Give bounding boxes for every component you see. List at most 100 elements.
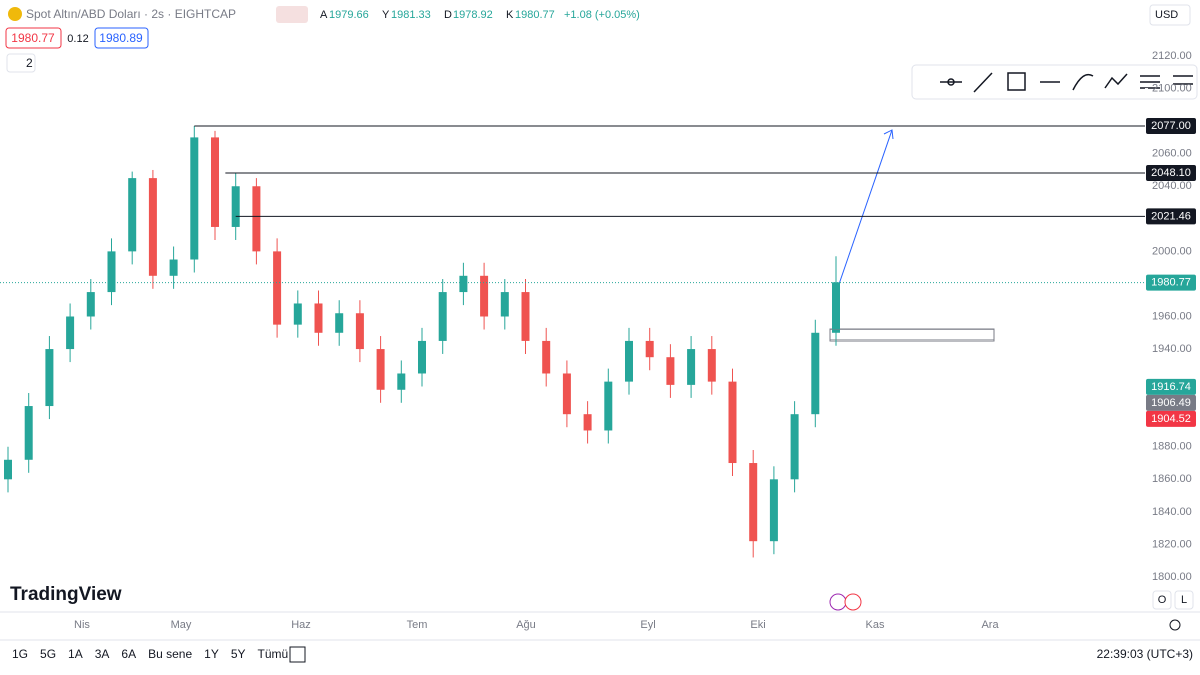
y-tick-label: 2120.00: [1152, 50, 1192, 62]
ohlc-label: D: [444, 9, 452, 21]
ohlc-value: 1979.66: [329, 9, 369, 21]
logo: TradingView: [10, 584, 122, 605]
level-label: 2021.46: [1151, 210, 1191, 222]
y-tick-label: 1820.00: [1152, 538, 1192, 550]
y-tick-label: 1800.00: [1152, 571, 1192, 583]
clock: 22:39:03 (UTC+3): [1097, 647, 1193, 661]
candle-body: [107, 251, 116, 293]
x-tick-label: Nis: [74, 619, 90, 631]
y-tick-label: 1860.00: [1152, 473, 1192, 485]
candle-body: [666, 357, 675, 385]
symbol: Spot Altın/ABD Doları · 2s · EIGHTCAP: [26, 7, 236, 21]
range-button[interactable]: 3A: [95, 647, 110, 661]
y-tick-label: 2040.00: [1152, 180, 1192, 192]
currency-button[interactable]: [1149, 4, 1191, 26]
price-badge-label: 1916.74: [1151, 381, 1191, 393]
candle-body: [231, 186, 240, 227]
price-badge-label: 1906.49: [1151, 397, 1191, 409]
price-badge-label: 1904.52: [1151, 413, 1191, 425]
date-range-icon[interactable]: [289, 646, 306, 663]
range-button[interactable]: 6A: [121, 647, 136, 661]
candle-body: [66, 316, 75, 350]
candle-body: [128, 178, 137, 252]
candle-body: [376, 349, 385, 390]
candle-body: [24, 406, 33, 460]
ask: 1980.89: [99, 31, 143, 45]
x-tick-label: May: [171, 619, 192, 631]
y-tick-label: 1960.00: [1152, 310, 1192, 322]
candle-body: [293, 303, 302, 325]
x-tick-label: Eki: [750, 619, 765, 631]
ohlc-value: 1981.33: [391, 9, 431, 21]
candle-body: [542, 340, 551, 374]
ohlc-label: Y: [382, 9, 390, 21]
y-tick-label: 2060.00: [1152, 148, 1192, 160]
change: +1.08 (+0.05%): [564, 9, 640, 21]
candle-body: [211, 137, 219, 227]
y-tick-label: 1880.00: [1152, 441, 1192, 453]
log-button[interactable]: [1174, 590, 1194, 610]
y-tick-label: 2100.00: [1152, 82, 1192, 94]
settings-icon[interactable]: [1169, 619, 1181, 631]
range-button[interactable]: 5G: [40, 647, 56, 661]
x-tick-label: Kas: [866, 619, 885, 631]
candle-body: [148, 178, 157, 276]
candle-body: [728, 381, 737, 464]
range-button[interactable]: Tümü: [258, 647, 289, 661]
level-label: 2077.00: [1151, 120, 1191, 132]
price-badge: [1146, 394, 1196, 411]
candle-body: [707, 349, 716, 382]
candle-body: [480, 275, 489, 317]
candle-body: [252, 186, 261, 252]
event-icon[interactable]: [829, 593, 847, 611]
candle-body: [769, 479, 778, 542]
candle-body: [562, 373, 571, 415]
candle-body: [832, 282, 840, 333]
event-icon[interactable]: [844, 593, 862, 611]
log-button[interactable]: [1152, 590, 1172, 610]
candle-body: [521, 292, 530, 341]
ohlc-label: K: [506, 9, 514, 21]
indicator-toggle[interactable]: [6, 53, 36, 73]
toolbar-icons[interactable]: [940, 72, 1193, 93]
candle-body: [86, 292, 95, 317]
candle-body: [314, 303, 323, 333]
level-label: 2048.10: [1151, 167, 1191, 179]
arrow-head: [883, 129, 894, 140]
symbol-icon: [8, 7, 22, 21]
ohlc-value: 1980.77: [515, 9, 555, 21]
ask-box[interactable]: [94, 27, 149, 49]
candle-body: [604, 381, 613, 431]
candle-body: [438, 292, 447, 341]
zone-box: [829, 328, 995, 342]
ohlc-label: A: [320, 9, 328, 21]
y-tick-label: 2000.00: [1152, 245, 1192, 257]
compare-button[interactable]: [276, 6, 308, 23]
ohlc-value: 1978.92: [453, 9, 493, 21]
candle-body: [355, 313, 364, 350]
range-button[interactable]: 5Y: [231, 647, 246, 661]
level-badge: [1146, 208, 1196, 225]
candle-body: [811, 332, 820, 415]
candle-body: [335, 313, 344, 333]
candle-body: [749, 463, 758, 542]
price-badge: [1146, 378, 1196, 395]
range-button[interactable]: 1A: [68, 647, 83, 661]
x-tick-label: Haz: [291, 619, 311, 631]
candle-body: [418, 340, 426, 374]
candle-body: [790, 414, 799, 480]
candle-body: [273, 251, 282, 325]
x-tick-label: Ağu: [516, 619, 536, 631]
level-badge: [1146, 118, 1196, 135]
candle-body: [645, 340, 654, 358]
range-button[interactable]: Bu sene: [148, 647, 192, 661]
candle-body: [397, 373, 406, 390]
level-badge: [1146, 165, 1196, 182]
candle-body: [625, 340, 633, 382]
range-button[interactable]: 1Y: [204, 647, 219, 661]
button-label: L: [1181, 594, 1187, 606]
bid-box[interactable]: [5, 27, 62, 49]
range-button[interactable]: 1G: [12, 647, 28, 661]
